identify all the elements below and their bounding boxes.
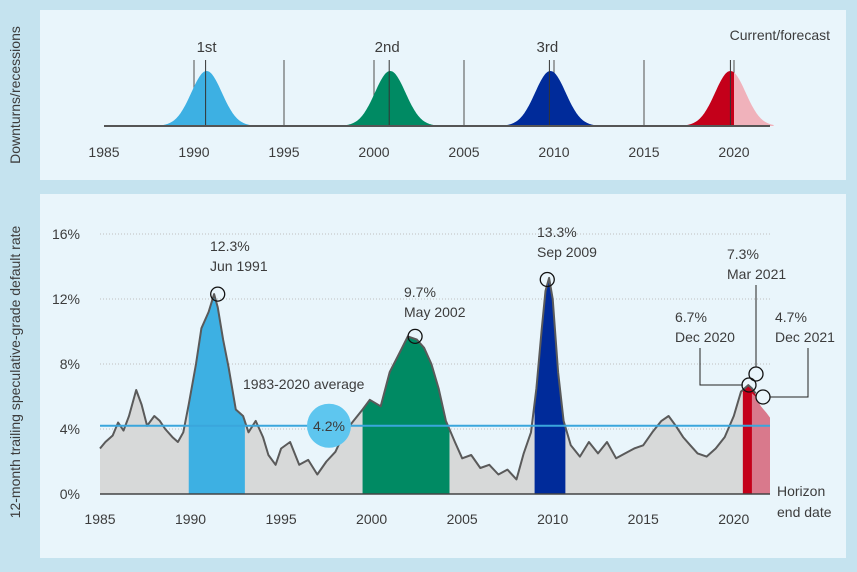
average-line-group: 4.2% 1983-2020 average [100,376,770,448]
average-badge [307,403,351,448]
annotation-marker [539,271,555,288]
top-x-tick-label: 2010 [538,144,569,160]
annotation-value: 7.3% [727,246,759,262]
annotation-marker [407,328,423,345]
annotation-value: 13.3% [537,224,577,240]
bottom-y-tick-label: 4% [60,421,80,437]
annotation-value: 6.7% [675,309,707,325]
bottom-x-tick-label: 2010 [537,511,568,527]
top-x-tick-label: 1985 [88,144,119,160]
top-panel [40,10,846,180]
bottom-x-tick-label: 1995 [266,511,297,527]
annotation-date: Jun 1991 [210,258,268,274]
top-series-label: 2nd [375,39,400,56]
top-curve-current [687,71,734,126]
bottom-panel [40,194,846,558]
annotation-date: May 2002 [404,304,466,320]
annotation-marker [210,286,226,302]
average-badge-text: 4.2% [313,418,345,434]
annotation-leader [770,348,809,398]
bottom-x-tick-label: 1990 [175,511,206,527]
annotation-date: Dec 2021 [775,329,835,345]
bottom-x-tick-labels: 1985 1990 1995 2000 2005 2010 2015 2020 [84,511,749,527]
top-x-tick-labels: 1985 1990 1995 2000 2005 2010 2015 2020 [88,144,749,160]
bottom-y-tick-label: 8% [60,356,80,372]
top-x-tick-label: 2020 [718,144,749,160]
bottom-x-tick-label: 2000 [356,511,387,527]
top-corner-label: Current/forecast [730,27,830,43]
forecast-area [751,393,770,494]
horizon-label-line2: end date [777,504,832,520]
bottom-y-tick-label: 12% [52,291,80,307]
top-series-labels: 1st 2nd 3rd [197,39,559,56]
top-series-label: 3rd [537,39,559,56]
default-rate-line [99,276,757,481]
top-curve-1st [163,71,250,126]
top-curves [163,60,774,126]
annotation-date: Sep 2009 [537,244,597,260]
top-curve-forecast [734,72,774,126]
top-curve-2nd [347,71,434,126]
annotation-value: 12.3% [210,238,250,254]
annotation-date: Dec 2020 [675,329,735,345]
bottom-y-tick-label: 16% [52,226,80,242]
top-series-label: 1st [197,39,218,56]
peak-annotations: 12.3% Jun 1991 9.7% May 2002 13.3% Sep 2009 6.… [210,224,835,405]
bottom-x-tick-label: 1985 [84,511,115,527]
top-x-tick-label: 2005 [448,144,479,160]
top-x-tick-label: 1995 [268,144,299,160]
bottom-y-tick-label: 0% [60,486,80,502]
bottom-x-tick-label: 2020 [718,511,749,527]
top-curve-3rd [507,71,594,126]
annotation-value: 9.7% [404,284,436,300]
bottom-x-tick-label: 2015 [628,511,659,527]
bottom-y-label: 12-month trailing speculative-grade defa… [7,225,23,518]
top-y-label: Downturns/recessions [7,26,23,164]
bottom-x-tick-label: 2005 [447,511,478,527]
average-label: 1983-2020 average [243,376,365,392]
bottom-y-tick-labels: 0% 4% 8% 12% 16% [52,226,80,502]
top-x-tick-label: 2000 [358,144,389,160]
horizon-label-line1: Horizon [777,483,825,499]
top-x-tick-label: 2015 [628,144,659,160]
annotation-leader [699,348,743,386]
annotation-date: Mar 2021 [727,266,786,282]
annotation-value: 4.7% [775,309,807,325]
top-x-tick-label: 1990 [178,144,209,160]
